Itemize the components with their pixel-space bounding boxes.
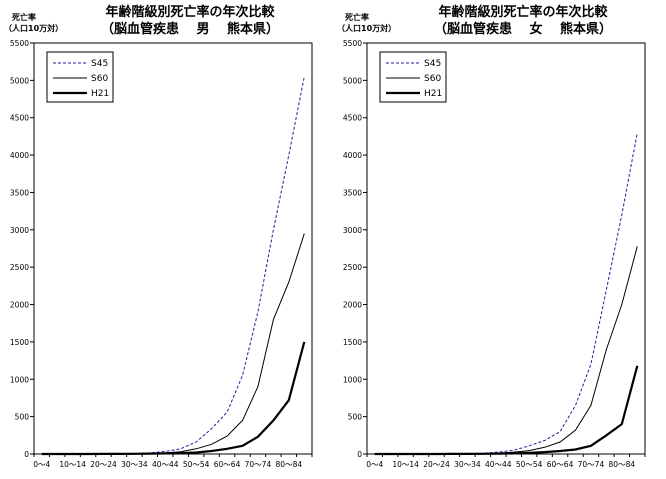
y-axis-label-line2: （人口10万対） (4, 24, 64, 33)
y-tick-label: 0 (357, 450, 362, 459)
y-tick-label: 4500 (343, 114, 362, 123)
y-tick-label: 4000 (343, 151, 362, 160)
chart-title-line2: （脳血管疾患 男 熊本県） (100, 22, 280, 37)
x-tick-label: 50～54 (516, 460, 543, 469)
chart-title-line2: （脳血管疾患 女 熊本県） (433, 22, 613, 37)
x-tick-label: 10～14 (392, 460, 419, 469)
y-axis-label-line1: 死亡率 (345, 13, 369, 22)
y-tick-label: 2000 (343, 301, 362, 310)
y-axis-label-line2: （人口10万対） (337, 24, 397, 33)
y-tick-label: 5500 (343, 39, 362, 48)
series-line-s45 (374, 132, 638, 455)
y-tick-label: 1000 (10, 375, 29, 384)
chart-female: 年齢階級別死亡率の年次比較 （脳血管疾患 女 熊本県） 死亡率 （人口10万対）… (333, 0, 666, 479)
x-tick-label: 80～84 (609, 460, 636, 469)
x-tick-label: 10～14 (59, 460, 86, 469)
legend-label-s45: S45 (424, 59, 441, 69)
chart-title-line1: 年齢階級別死亡率の年次比較 (438, 5, 608, 20)
plot-frame (33, 42, 313, 455)
series-line-h21 (41, 341, 306, 456)
y-tick-label: 4500 (10, 114, 29, 123)
plot-frame (366, 42, 646, 455)
chart-male: 年齢階級別死亡率の年次比較 （脳血管疾患 男 熊本県） 死亡率 （人口10万対）… (4, 4, 330, 469)
x-tick-label: 50～54 (183, 460, 210, 469)
y-tick-label: 500 (348, 413, 363, 422)
y-tick-label: 3000 (343, 226, 362, 235)
plot-area: 0 500 1000 1500 2000 2500 3000 3500 4000 4500 5000… (343, 39, 646, 469)
x-tick-label: 70～74 (578, 460, 605, 469)
y-tick-label: 4000 (10, 151, 29, 160)
series-line-h21 (374, 365, 639, 456)
x-tick-label: 0～4 (33, 460, 50, 469)
y-tick-label: 1000 (343, 375, 362, 384)
x-tick-label: 20～24 (90, 460, 117, 469)
y-tick-label: 5000 (10, 76, 29, 85)
y-axis-label-line1: 死亡率 (12, 13, 36, 22)
x-tick-label: 20～24 (423, 460, 450, 469)
y-tick-label: 5000 (343, 76, 362, 85)
y-tick-label: 2500 (343, 263, 362, 272)
x-tick-label: 60～64 (214, 460, 241, 469)
y-tick-label: 0 (24, 450, 29, 459)
y-axis-label: 死亡率 （人口10万対） (337, 12, 396, 34)
legend-label-h21: H21 (91, 89, 109, 99)
y-tick-label: 2500 (10, 263, 29, 272)
chart-title: 年齢階級別死亡率の年次比較 （脳血管疾患 男 熊本県） (50, 4, 330, 38)
x-tick-label: 30～34 (121, 460, 148, 469)
chart-title: 年齢階級別死亡率の年次比較 （脳血管疾患 女 熊本県） (383, 4, 663, 38)
plot-area: 0 500 1000 1500 2000 2500 3000 3500 4000 4500 5000… (10, 39, 313, 469)
x-tick-label: 40～44 (485, 460, 512, 469)
series-line-s45 (41, 76, 305, 455)
x-tick-label: 80～84 (276, 460, 303, 469)
y-tick-label: 5500 (10, 39, 29, 48)
legend-label-s45: S45 (91, 59, 108, 69)
legend-label-h21: H21 (424, 89, 442, 99)
legend-label-s60: S60 (91, 74, 108, 84)
y-tick-label: 3500 (10, 188, 29, 197)
y-tick-label: 1500 (10, 338, 29, 347)
y-tick-label: 1500 (343, 338, 362, 347)
y-tick-label: 3000 (10, 226, 29, 235)
x-tick-label: 70～74 (245, 460, 272, 469)
y-tick-label: 2000 (10, 301, 29, 310)
y-axis-label: 死亡率 （人口10万対） (4, 12, 63, 34)
x-tick-label: 40～44 (152, 460, 179, 469)
x-tick-label: 30～34 (454, 460, 481, 469)
x-tick-label: 0～4 (366, 460, 383, 469)
y-tick-label: 3500 (343, 188, 362, 197)
y-tick-label: 500 (15, 413, 30, 422)
legend-label-s60: S60 (424, 74, 441, 84)
x-tick-label: 60～64 (547, 460, 574, 469)
chart-title-line1: 年齢階級別死亡率の年次比較 (105, 5, 275, 20)
